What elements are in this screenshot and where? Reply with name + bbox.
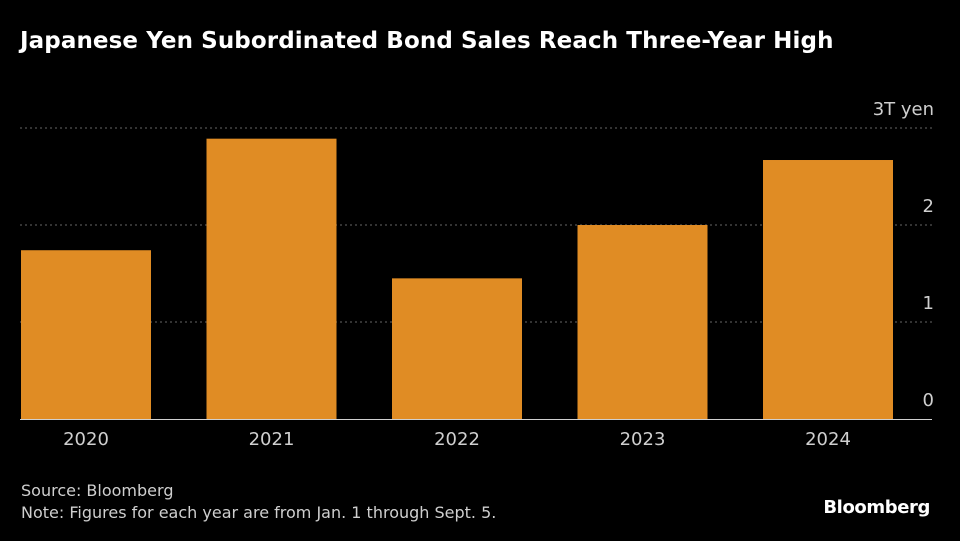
chart-title: Japanese Yen Subordinated Bond Sales Rea…	[20, 28, 834, 54]
source-note: Source: Bloomberg	[21, 481, 174, 500]
x-tick-label-2020: 2020	[63, 429, 109, 450]
y-tick-label: 1	[923, 293, 934, 314]
y-tick-labels: 0 1 2 3T yen	[873, 99, 934, 411]
bar-2022	[392, 278, 522, 419]
x-tick-label-2021: 2021	[249, 429, 295, 450]
bar-2024	[763, 160, 893, 419]
x-tick-label-2022: 2022	[434, 429, 480, 450]
footnote: Note: Figures for each year are from Jan…	[21, 503, 497, 522]
bar-2021	[206, 138, 337, 420]
bars	[21, 138, 893, 420]
bloomberg-logo: Bloomberg	[823, 497, 930, 518]
y-tick-label: 0	[923, 390, 934, 411]
x-tick-label-2023: 2023	[620, 429, 666, 450]
bar-2023	[577, 225, 708, 419]
y-tick-label: 3T yen	[873, 99, 934, 120]
x-tick-label-2024: 2024	[805, 429, 851, 450]
bar-2020	[21, 250, 151, 419]
y-tick-label: 2	[923, 196, 934, 217]
chart-footer: Source: Bloomberg Note: Figures for each…	[21, 480, 496, 524]
x-tick-labels: 2020 2021 2022 2023 2024	[63, 429, 851, 450]
